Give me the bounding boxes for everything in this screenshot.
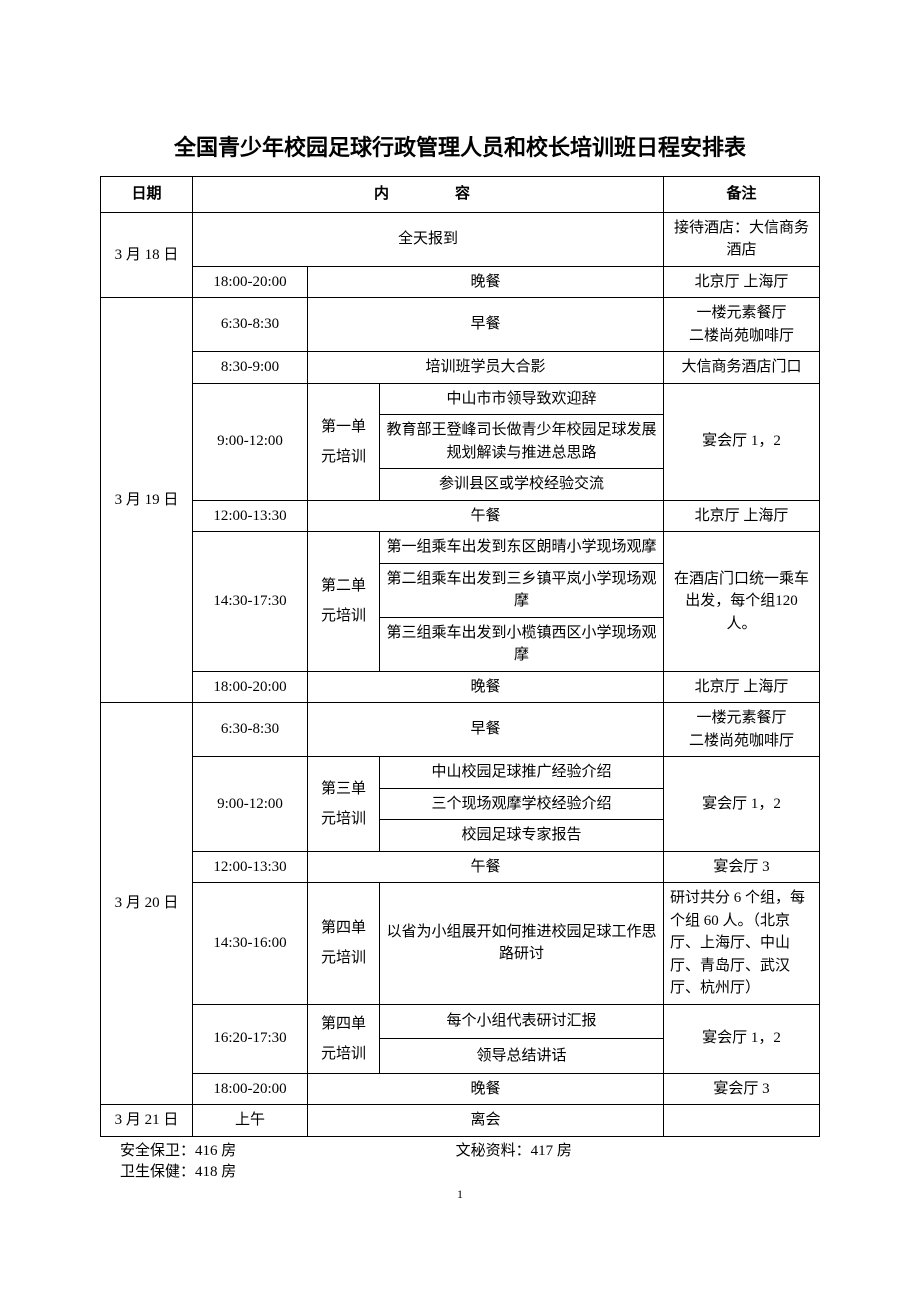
table-row: 16:20-17:30 第四单元培训 每个小组代表研讨汇报 宴会厅 1，2 bbox=[101, 1004, 820, 1039]
table-row: 12:00-13:30 午餐 宴会厅 3 bbox=[101, 851, 820, 883]
note-cell: 在酒店门口统一乘车出发，每个组120 人。 bbox=[664, 532, 820, 672]
time-cell: 8:30-9:00 bbox=[193, 352, 308, 384]
footer-health: 卫生保健：418 房 bbox=[120, 1160, 446, 1181]
footer-right: 文秘资料：417 房 bbox=[446, 1139, 820, 1181]
detail-cell: 第三组乘车出发到小榄镇西区小学现场观摩 bbox=[380, 617, 664, 671]
unit-cell: 第四单元培训 bbox=[308, 1004, 380, 1073]
note-cell: 研讨共分 6 个组，每个组 60 人。（北京厅、上海厅、中山厅、青岛厅、武汉厅、… bbox=[664, 883, 820, 1005]
time-cell: 16:20-17:30 bbox=[193, 1004, 308, 1073]
header-note: 备注 bbox=[664, 177, 820, 213]
table-row: 14:30-16:00 第四单元培训 以省为小组展开如何推进校园足球工作思路研讨… bbox=[101, 883, 820, 1005]
time-cell: 14:30-17:30 bbox=[193, 532, 308, 672]
footer-docs: 文秘资料：417 房 bbox=[456, 1139, 820, 1160]
note-cell: 一楼元素餐厅 二楼尚苑咖啡厅 bbox=[664, 703, 820, 757]
time-cell: 14:30-16:00 bbox=[193, 883, 308, 1005]
time-cell: 上午 bbox=[193, 1105, 308, 1137]
detail-cell: 以省为小组展开如何推进校园足球工作思路研讨 bbox=[380, 883, 664, 1005]
time-cell: 18:00-20:00 bbox=[193, 1073, 308, 1105]
table-row: 18:00-20:00 晚餐 北京厅 上海厅 bbox=[101, 671, 820, 703]
table-row: 3 月 20 日 6:30-8:30 早餐 一楼元素餐厅 二楼尚苑咖啡厅 bbox=[101, 703, 820, 757]
content-cell: 早餐 bbox=[308, 298, 664, 352]
detail-cell: 校园足球专家报告 bbox=[380, 820, 664, 852]
date-cell: 3 月 19 日 bbox=[101, 298, 193, 703]
unit-cell: 第一单元培训 bbox=[308, 383, 380, 500]
time-cell: 18:00-20:00 bbox=[193, 266, 308, 298]
detail-cell: 中山市市领导致欢迎辞 bbox=[380, 383, 664, 415]
content-cell: 晚餐 bbox=[308, 266, 664, 298]
time-cell: 9:00-12:00 bbox=[193, 383, 308, 500]
schedule-table: 日期 内 容 备注 3 月 18 日 全天报到 接待酒店：大信商务酒店 18:0… bbox=[100, 176, 820, 1137]
detail-cell: 参训县区或学校经验交流 bbox=[380, 469, 664, 501]
detail-cell: 第一组乘车出发到东区朗晴小学现场观摩 bbox=[380, 532, 664, 564]
table-row: 3 月 18 日 全天报到 接待酒店：大信商务酒店 bbox=[101, 212, 820, 266]
note-cell: 北京厅 上海厅 bbox=[664, 266, 820, 298]
content-cell: 午餐 bbox=[308, 851, 664, 883]
content-cell: 离会 bbox=[308, 1105, 664, 1137]
note-cell: 宴会厅 1，2 bbox=[664, 757, 820, 852]
detail-cell: 第二组乘车出发到三乡镇平岚小学现场观摩 bbox=[380, 563, 664, 617]
table-row: 14:30-17:30 第二单元培训 第一组乘车出发到东区朗晴小学现场观摩 在酒… bbox=[101, 532, 820, 564]
content-cell: 午餐 bbox=[308, 500, 664, 532]
table-row: 12:00-13:30 午餐 北京厅 上海厅 bbox=[101, 500, 820, 532]
unit-cell: 第二单元培训 bbox=[308, 532, 380, 672]
table-row: 3 月 19 日 6:30-8:30 早餐 一楼元素餐厅 二楼尚苑咖啡厅 bbox=[101, 298, 820, 352]
date-cell: 3 月 21 日 bbox=[101, 1105, 193, 1137]
content-cell: 晚餐 bbox=[308, 1073, 664, 1105]
time-cell: 12:00-13:30 bbox=[193, 851, 308, 883]
detail-cell: 领导总结讲话 bbox=[380, 1039, 664, 1074]
content-cell: 培训班学员大合影 bbox=[308, 352, 664, 384]
time-cell: 9:00-12:00 bbox=[193, 757, 308, 852]
document-title: 全国青少年校园足球行政管理人员和校长培训班日程安排表 bbox=[100, 130, 820, 162]
unit-cell: 第四单元培训 bbox=[308, 883, 380, 1005]
note-cell: 一楼元素餐厅 二楼尚苑咖啡厅 bbox=[664, 298, 820, 352]
detail-cell: 教育部王登峰司长做青少年校园足球发展规划解读与推进总思路 bbox=[380, 415, 664, 469]
date-cell: 3 月 18 日 bbox=[101, 212, 193, 298]
detail-cell: 每个小组代表研讨汇报 bbox=[380, 1004, 664, 1039]
note-cell: 宴会厅 3 bbox=[664, 1073, 820, 1105]
page-number: 1 bbox=[100, 1187, 820, 1202]
note-cell: 大信商务酒店门口 bbox=[664, 352, 820, 384]
header-content: 内 容 bbox=[193, 177, 664, 213]
note-cell bbox=[664, 1105, 820, 1137]
content-cell: 晚餐 bbox=[308, 671, 664, 703]
time-cell: 18:00-20:00 bbox=[193, 671, 308, 703]
detail-cell: 三个现场观摩学校经验介绍 bbox=[380, 788, 664, 820]
time-cell: 6:30-8:30 bbox=[193, 298, 308, 352]
note-cell: 北京厅 上海厅 bbox=[664, 671, 820, 703]
footer-info: 安全保卫：416 房 卫生保健：418 房 文秘资料：417 房 bbox=[100, 1139, 820, 1181]
footer-left: 安全保卫：416 房 卫生保健：418 房 bbox=[100, 1139, 446, 1181]
note-cell: 接待酒店：大信商务酒店 bbox=[664, 212, 820, 266]
time-cell: 12:00-13:30 bbox=[193, 500, 308, 532]
note-cell: 宴会厅 1，2 bbox=[664, 1004, 820, 1073]
document-page: 全国青少年校园足球行政管理人员和校长培训班日程安排表 日期 内 容 备注 3 月… bbox=[0, 0, 920, 1242]
date-cell: 3 月 20 日 bbox=[101, 703, 193, 1105]
table-row: 9:00-12:00 第三单元培训 中山校园足球推广经验介绍 宴会厅 1，2 bbox=[101, 757, 820, 789]
table-row: 18:00-20:00 晚餐 北京厅 上海厅 bbox=[101, 266, 820, 298]
footer-security: 安全保卫：416 房 bbox=[120, 1139, 446, 1160]
time-cell: 6:30-8:30 bbox=[193, 703, 308, 757]
table-row: 3 月 21 日 上午 离会 bbox=[101, 1105, 820, 1137]
content-cell: 全天报到 bbox=[193, 212, 664, 266]
table-row: 9:00-12:00 第一单元培训 中山市市领导致欢迎辞 宴会厅 1，2 bbox=[101, 383, 820, 415]
table-row: 8:30-9:00 培训班学员大合影 大信商务酒店门口 bbox=[101, 352, 820, 384]
note-cell: 北京厅 上海厅 bbox=[664, 500, 820, 532]
note-cell: 宴会厅 3 bbox=[664, 851, 820, 883]
content-cell: 早餐 bbox=[308, 703, 664, 757]
header-date: 日期 bbox=[101, 177, 193, 213]
unit-cell: 第三单元培训 bbox=[308, 757, 380, 852]
detail-cell: 中山校园足球推广经验介绍 bbox=[380, 757, 664, 789]
table-row: 18:00-20:00 晚餐 宴会厅 3 bbox=[101, 1073, 820, 1105]
note-cell: 宴会厅 1，2 bbox=[664, 383, 820, 500]
table-header-row: 日期 内 容 备注 bbox=[101, 177, 820, 213]
